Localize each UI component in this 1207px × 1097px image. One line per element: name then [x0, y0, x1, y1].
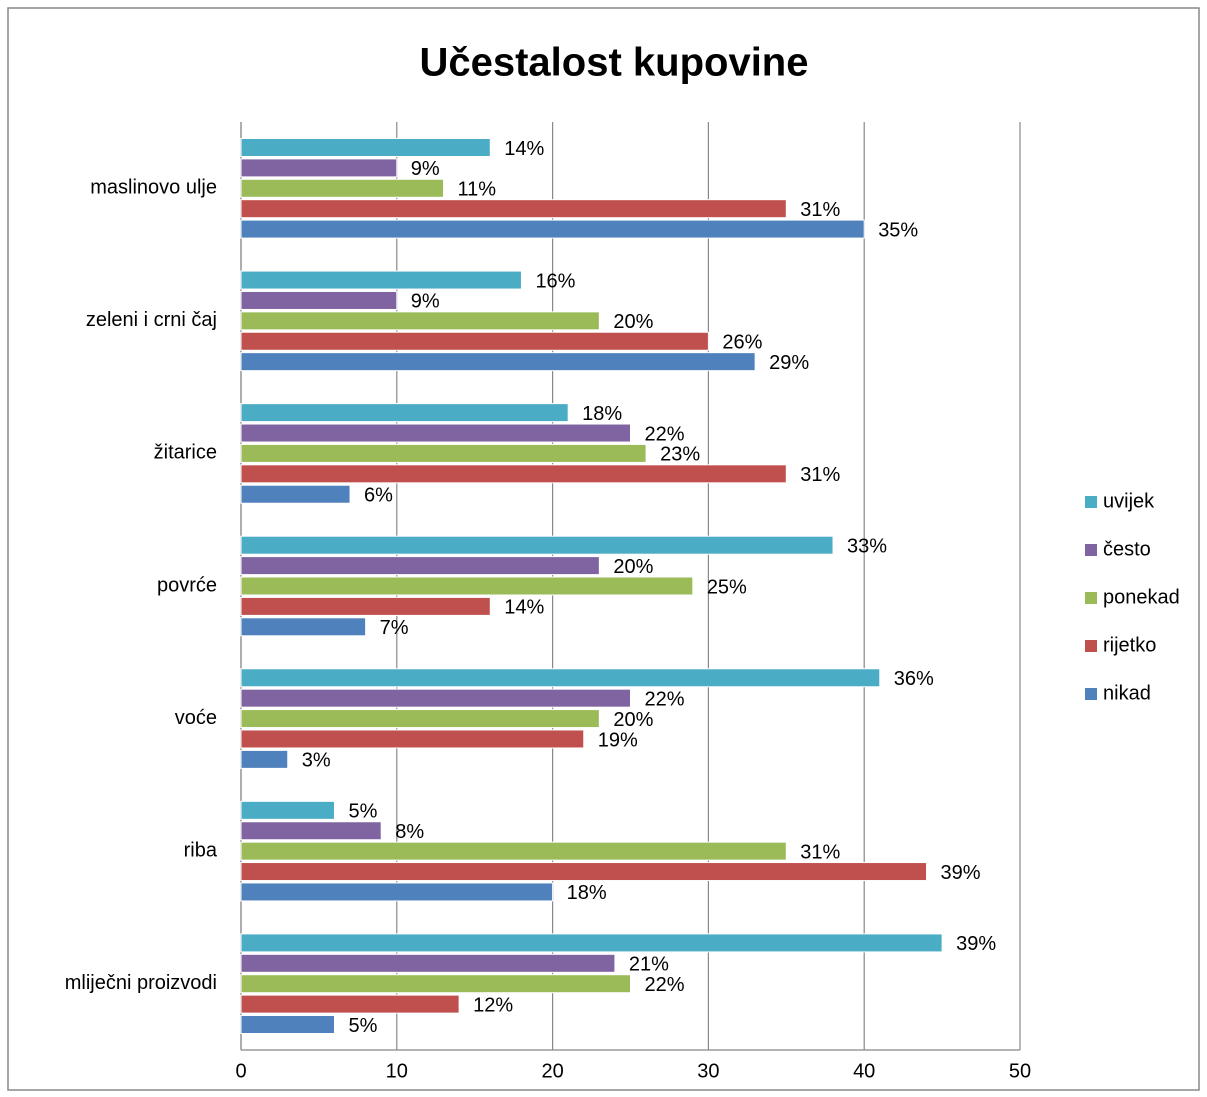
data-label: 5% — [348, 801, 377, 823]
data-label: 18% — [567, 882, 607, 904]
y-tick-label: povrće — [157, 574, 217, 596]
bar — [240, 484, 351, 504]
bar — [240, 331, 709, 351]
data-label: 39% — [941, 862, 981, 884]
bar — [240, 821, 382, 841]
bar — [240, 423, 631, 443]
bar — [240, 953, 616, 973]
data-label: 9% — [411, 291, 440, 313]
data-label: 22% — [645, 423, 685, 445]
data-label: 39% — [956, 933, 996, 955]
bar — [240, 137, 491, 157]
y-tick-label: maslinovo ulje — [90, 177, 217, 199]
data-label: 8% — [395, 821, 424, 843]
data-label: 25% — [707, 576, 747, 598]
data-label: 22% — [645, 974, 685, 996]
bar — [240, 352, 756, 372]
data-label: 16% — [535, 270, 575, 292]
bar — [240, 994, 460, 1014]
data-label: 7% — [380, 617, 409, 639]
bar — [240, 974, 631, 994]
bar — [240, 1015, 335, 1035]
data-label: 29% — [769, 352, 809, 374]
bar — [240, 841, 787, 861]
data-label: 3% — [302, 750, 331, 772]
data-label: 26% — [722, 332, 762, 354]
legend-swatch — [1085, 544, 1097, 556]
data-label: 14% — [504, 138, 544, 160]
bar — [240, 596, 491, 616]
bar — [240, 535, 834, 555]
legend-swatch — [1085, 592, 1097, 604]
bar — [240, 219, 865, 239]
bar — [240, 749, 289, 769]
y-tick-label: mliječni proizvodi — [65, 972, 217, 994]
bar — [240, 576, 694, 596]
data-label: 35% — [878, 219, 918, 241]
bar — [240, 199, 787, 219]
bar — [240, 729, 585, 749]
data-label: 23% — [660, 444, 700, 466]
data-label: 31% — [800, 841, 840, 863]
bar — [240, 617, 367, 637]
data-label: 21% — [629, 954, 669, 976]
bar — [240, 668, 881, 688]
legend-label: uvijek — [1103, 490, 1155, 512]
data-label: 33% — [847, 535, 887, 557]
y-tick-label: zeleni i crni čaj — [86, 309, 217, 331]
x-tick-label: 20 — [541, 1060, 563, 1082]
legend-label: rijetko — [1103, 634, 1156, 656]
y-tick-label: voće — [175, 707, 217, 729]
legend-label: ponekad — [1103, 586, 1180, 608]
legend-label: nikad — [1103, 682, 1151, 704]
bar — [240, 556, 600, 576]
bar — [240, 158, 398, 178]
x-tick-label: 40 — [853, 1060, 875, 1082]
bar — [240, 311, 600, 331]
bar — [240, 933, 943, 953]
bar — [240, 709, 600, 729]
data-label: 22% — [645, 688, 685, 710]
bar — [240, 403, 569, 423]
data-label: 6% — [364, 485, 393, 507]
bar — [240, 862, 928, 882]
data-label: 5% — [348, 1015, 377, 1037]
x-tick-label: 10 — [386, 1060, 408, 1082]
data-label: 31% — [800, 464, 840, 486]
y-tick-label: riba — [184, 839, 218, 861]
data-label: 20% — [613, 556, 653, 578]
data-label: 14% — [504, 597, 544, 619]
data-label: 20% — [613, 709, 653, 731]
chart-title: Učestalost kupovine — [419, 41, 808, 85]
data-label: 9% — [411, 158, 440, 180]
legend-swatch — [1085, 496, 1097, 508]
bar — [240, 290, 398, 310]
y-tick-label: žitarice — [154, 442, 217, 464]
data-label: 18% — [582, 403, 622, 425]
data-label: 20% — [613, 311, 653, 333]
data-label: 12% — [473, 994, 513, 1016]
x-tick-label: 50 — [1009, 1060, 1031, 1082]
bar — [240, 464, 787, 484]
bar — [240, 688, 631, 708]
data-label: 36% — [894, 668, 934, 690]
legend-swatch — [1085, 688, 1097, 700]
bar — [240, 270, 522, 290]
bar — [240, 800, 335, 820]
data-label: 31% — [800, 199, 840, 221]
bar — [240, 443, 647, 463]
data-label: 11% — [458, 179, 497, 201]
data-label: 19% — [598, 729, 638, 751]
bar — [240, 882, 554, 902]
legend-label: često — [1103, 538, 1151, 560]
x-tick-label: 30 — [697, 1060, 719, 1082]
legend-swatch — [1085, 640, 1097, 652]
x-tick-label: 0 — [235, 1060, 246, 1082]
bar — [240, 178, 445, 198]
